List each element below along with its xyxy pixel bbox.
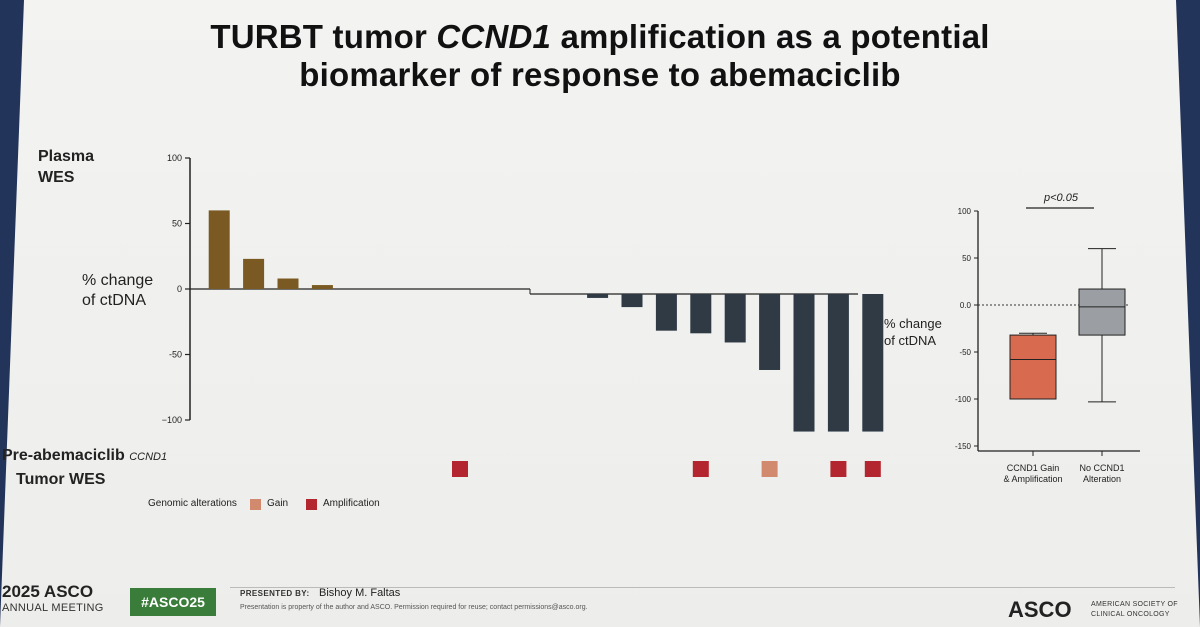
footer-annual-meeting: ANNUAL MEETING [2,602,104,614]
legend-title: Genomic alterations [148,498,237,509]
footer-hashtag-badge: #ASCO25 [130,588,216,616]
footer-society-line1: AMERICAN SOCIETY OF [1091,601,1178,608]
footer-divider [230,587,1175,588]
waterfall-bar [827,294,849,432]
waterfall-y-tick-label: 50 [172,219,182,229]
legend-amplification-label: Amplification [323,498,380,509]
footer-asco-logo: ASCO [1008,597,1072,622]
boxplot-y-tick-label: 100 [958,207,972,216]
waterfall-bar [208,210,230,289]
ccnd1-alteration-marker [452,461,468,477]
waterfall-bar [621,294,643,308]
footer-disclaimer: Presentation is property of the author a… [240,604,588,611]
slide-title-line2: biomarker of response to abemaciclib [299,56,901,93]
legend-gain-swatch [250,499,261,510]
footer-presenter-name: Bishoy M. Faltas [319,587,401,599]
waterfall-bar [587,294,609,298]
ccnd1-alteration-marker [692,461,709,477]
plasma-label: Plasma [38,148,95,165]
footer-society-line2: CLINICAL ONCOLOGY [1091,611,1170,618]
waterfall-bar [655,294,677,331]
waterfall-y-tick-label: -50 [169,350,182,360]
waterfall-bar [759,294,781,370]
boxplot-box [1078,288,1126,336]
boxplot-y-tick-label: 50 [962,254,971,263]
footer-presented-by-label: PRESENTED BY: [240,589,310,598]
wes-label: WES [38,169,75,186]
waterfall-bar [862,294,884,432]
right-ylabel-1: % change [884,316,942,331]
waterfall-y-tick-label: 0 [177,284,182,294]
waterfall-bar [690,294,712,334]
footer-meeting-logo: 2025 ASCO [2,582,94,601]
waterfall-bar [243,258,265,289]
tumor-wes-label: Tumor WES [16,471,106,488]
boxplot-category-label: & Amplification [1003,474,1062,484]
left-ylabel-2: of ctDNA [82,292,147,309]
waterfall-y-tick-label: −100 [162,415,182,425]
left-ylabel-1: % change [82,272,154,289]
ccnd1-alteration-marker [864,461,881,477]
boxplot-y-tick-label: -100 [955,395,972,404]
boxplot-y-tick-label: 0.0 [960,301,972,310]
boxplot-category-label: No CCND1 [1079,463,1124,473]
legend-amplification-swatch [306,499,317,510]
legend-gain-label: Gain [267,498,289,509]
waterfall-bar [277,278,299,289]
boxplot-box [1009,334,1057,400]
ccnd1-alteration-marker [761,461,778,477]
boxplot-category-label: Alteration [1083,474,1121,484]
waterfall-bar [724,294,746,343]
slide-title-line1: TURBT tumor CCND1 amplification as a pot… [210,18,990,55]
waterfall-y-tick-label: 100 [167,153,182,163]
waterfall-bar [793,294,815,432]
boxplot-y-tick-label: -150 [955,442,972,451]
boxplot-category-label: CCND1 Gain [1007,463,1060,473]
boxplot-pvalue: p<0.05 [1043,192,1079,204]
pre-abemaciclib-label: Pre-abemaciclib CCND1 [2,447,168,464]
right-ylabel-2: of ctDNA [884,333,937,348]
waterfall-bar [311,285,333,289]
ccnd1-alteration-marker [830,461,847,477]
boxplot-y-tick-label: -50 [959,348,971,357]
